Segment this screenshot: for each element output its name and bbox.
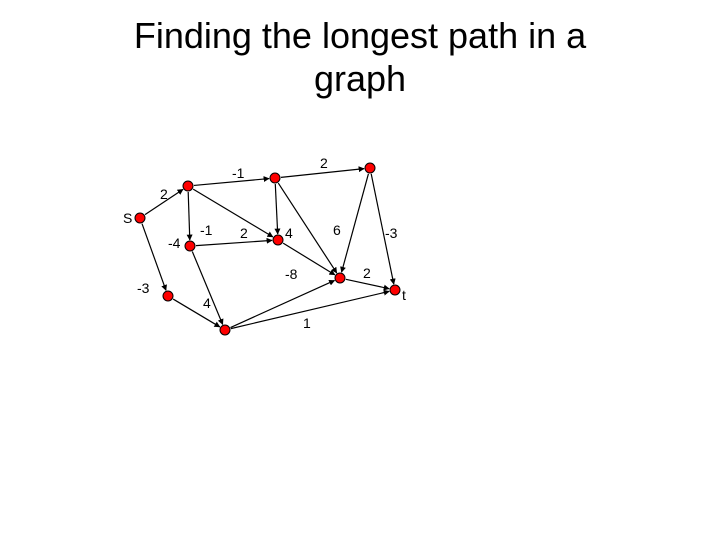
edge-label: -3: [137, 280, 149, 296]
edge-label: 6: [333, 222, 341, 238]
edge: [173, 299, 220, 327]
edge-label: -4: [168, 235, 180, 251]
node: [185, 241, 195, 251]
edge-label: -1: [200, 222, 212, 238]
edge: [196, 240, 272, 245]
edge: [342, 174, 369, 272]
graph-diagram: [0, 0, 720, 540]
node: [365, 163, 375, 173]
node-label: t: [402, 287, 406, 303]
node: [220, 325, 230, 335]
edge-label: -1: [232, 165, 244, 181]
edge-label: 2: [240, 225, 248, 241]
node: [390, 285, 400, 295]
node: [335, 273, 345, 283]
node-label: S: [123, 210, 132, 226]
edge: [275, 184, 277, 234]
node: [273, 235, 283, 245]
node: [135, 213, 145, 223]
node: [163, 291, 173, 301]
edge-label: 2: [320, 155, 328, 171]
edge-label: 4: [203, 295, 211, 311]
edge-label: -8: [285, 266, 297, 282]
edge-label: -3: [385, 225, 397, 241]
edge-label: 2: [160, 186, 168, 202]
node: [270, 173, 280, 183]
edge: [230, 280, 334, 327]
edge: [188, 192, 190, 240]
edge-label: 2: [363, 265, 371, 281]
node: [183, 181, 193, 191]
edge-label: 1: [303, 315, 311, 331]
edge-label: 4: [285, 225, 293, 241]
